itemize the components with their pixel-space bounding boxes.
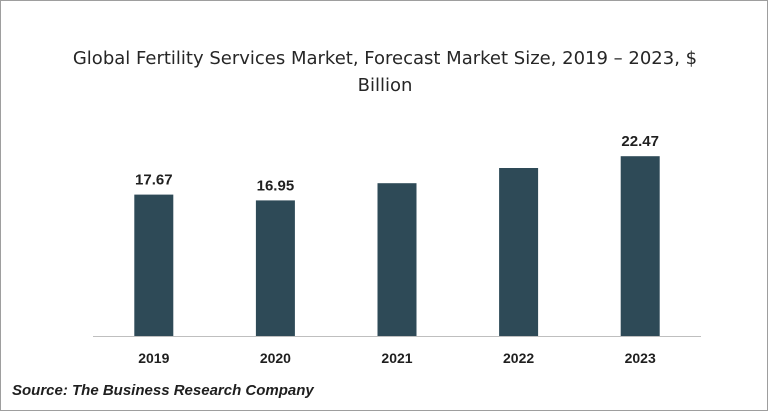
x-tick-2019: 2019 [138,350,169,366]
x-tick-2021: 2021 [381,350,412,366]
bar-2020 [255,200,295,336]
x-tick-2023: 2023 [625,350,656,366]
bar-2019 [134,194,174,336]
bar-2021 [377,183,417,336]
x-tick-2022: 2022 [503,350,534,366]
bar-2023 [620,156,660,336]
data-label-2023: 22.47 [621,133,659,150]
chart-title: Global Fertility Services Market, Foreca… [72,48,698,96]
bar-2022 [499,168,539,336]
source-note: Source: The Business Research Company [12,382,314,399]
x-tick-2020: 2020 [260,350,291,366]
data-label-2020: 16.95 [257,177,295,194]
data-label-2019: 17.67 [135,172,173,189]
